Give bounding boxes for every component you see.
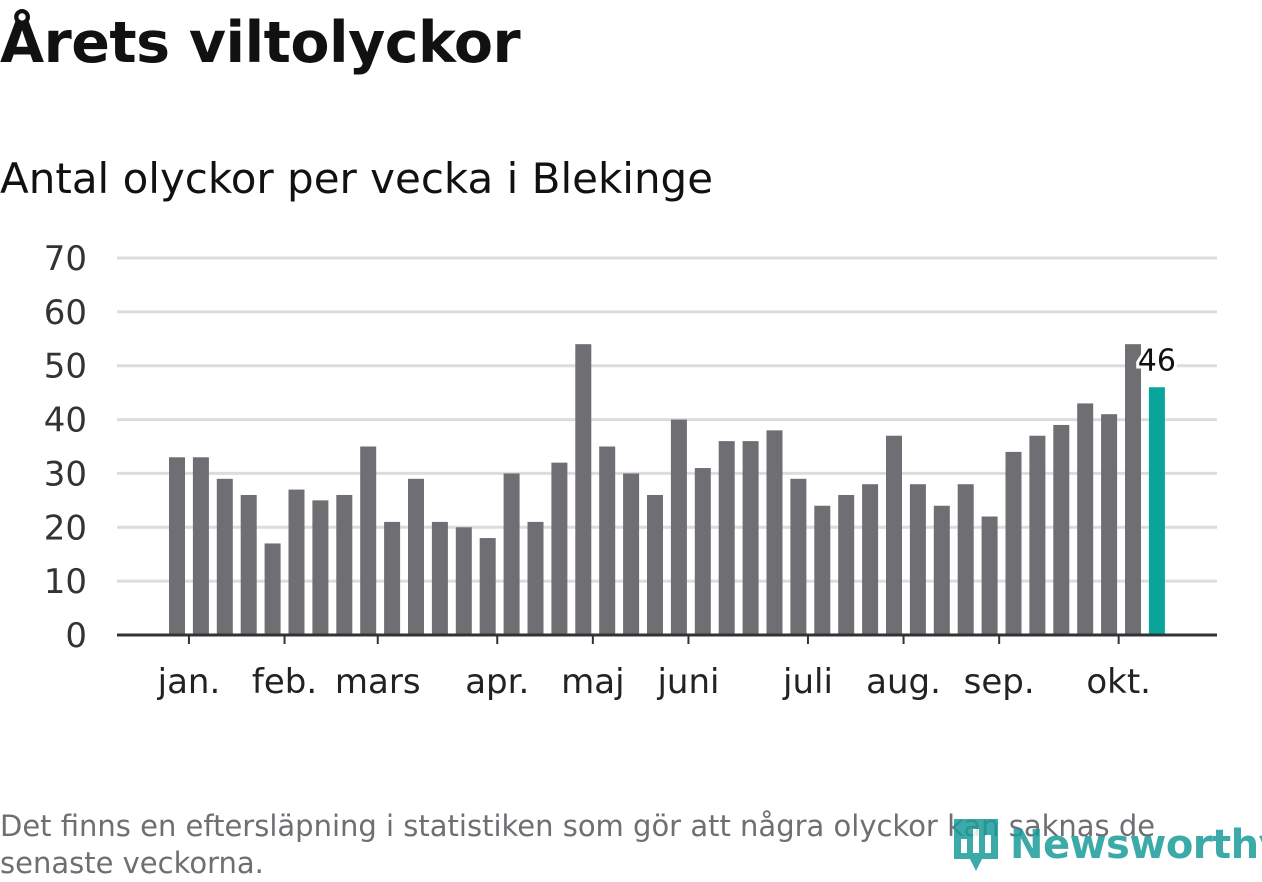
bar xyxy=(216,478,233,635)
bar xyxy=(647,494,663,635)
brand-name: Newsworthy xyxy=(1010,822,1262,868)
bar-highlighted xyxy=(1148,387,1165,635)
bar xyxy=(623,473,640,635)
bar xyxy=(264,543,281,635)
x-tick-label: apr. xyxy=(465,662,529,702)
bar xyxy=(455,527,472,635)
y-tick-label: 70 xyxy=(44,239,87,279)
bar xyxy=(670,419,687,635)
y-tick-label: 30 xyxy=(44,454,87,494)
y-tick-label: 10 xyxy=(44,562,87,602)
bar xyxy=(384,521,401,635)
bar xyxy=(408,478,424,635)
bar xyxy=(957,484,974,635)
bar xyxy=(1077,403,1094,635)
y-tick-label: 20 xyxy=(44,508,87,548)
x-tick-label: aug. xyxy=(866,662,941,702)
chart-title: Årets viltolyckor xyxy=(0,10,521,76)
bar xyxy=(336,494,353,635)
bar-chart-pin-icon xyxy=(954,819,998,871)
x-tick-label: okt. xyxy=(1086,662,1151,702)
bar xyxy=(479,538,496,635)
x-tick-label: feb. xyxy=(252,662,317,702)
bar xyxy=(240,494,257,635)
bar xyxy=(527,521,544,635)
bar xyxy=(742,441,759,635)
x-tick-label: mars xyxy=(335,662,421,702)
bar xyxy=(694,468,711,635)
newsworthy-logo: Newsworthy xyxy=(950,812,1262,878)
x-tick-label: maj xyxy=(561,662,624,702)
y-tick-label: 40 xyxy=(44,401,87,441)
bar xyxy=(933,505,950,635)
bar xyxy=(431,521,448,635)
chart-subtitle: Antal olyckor per vecka i Blekinge xyxy=(0,154,714,203)
x-tick-label: jan. xyxy=(157,662,221,702)
bar xyxy=(718,441,735,635)
y-tick-label: 60 xyxy=(44,293,87,333)
grid-lines xyxy=(117,256,1217,583)
bar xyxy=(599,446,616,635)
bar xyxy=(838,494,855,635)
bar xyxy=(1125,344,1141,635)
bars xyxy=(169,344,1165,635)
bar xyxy=(192,457,209,635)
bar xyxy=(1101,414,1118,635)
bar xyxy=(169,457,185,635)
bar xyxy=(360,446,377,635)
x-tick-label: juni xyxy=(656,662,719,702)
bar xyxy=(862,484,879,635)
bar xyxy=(1029,435,1046,635)
x-axis: jan. feb. mars apr. maj juni juli aug. sep. okt. xyxy=(117,633,1217,702)
bar xyxy=(1005,451,1022,635)
bar xyxy=(575,344,592,635)
bar xyxy=(503,473,520,635)
bar xyxy=(814,505,831,635)
highlight-value-label: 46 xyxy=(1138,343,1176,378)
x-tick-label: sep. xyxy=(964,662,1035,702)
bar xyxy=(551,462,568,635)
y-axis-labels: 0 10 20 30 40 50 60 70 xyxy=(44,239,87,656)
bar xyxy=(766,430,783,635)
bar xyxy=(886,435,902,635)
bar xyxy=(981,516,998,635)
bar xyxy=(1053,424,1070,635)
bar xyxy=(790,478,807,635)
bar xyxy=(288,489,305,635)
bar xyxy=(909,484,926,635)
y-tick-label: 50 xyxy=(44,347,87,387)
annotations: 46 xyxy=(1135,340,1179,381)
y-tick-label: 0 xyxy=(65,616,87,656)
bar xyxy=(312,500,329,635)
x-tick-label: juli xyxy=(782,662,833,702)
